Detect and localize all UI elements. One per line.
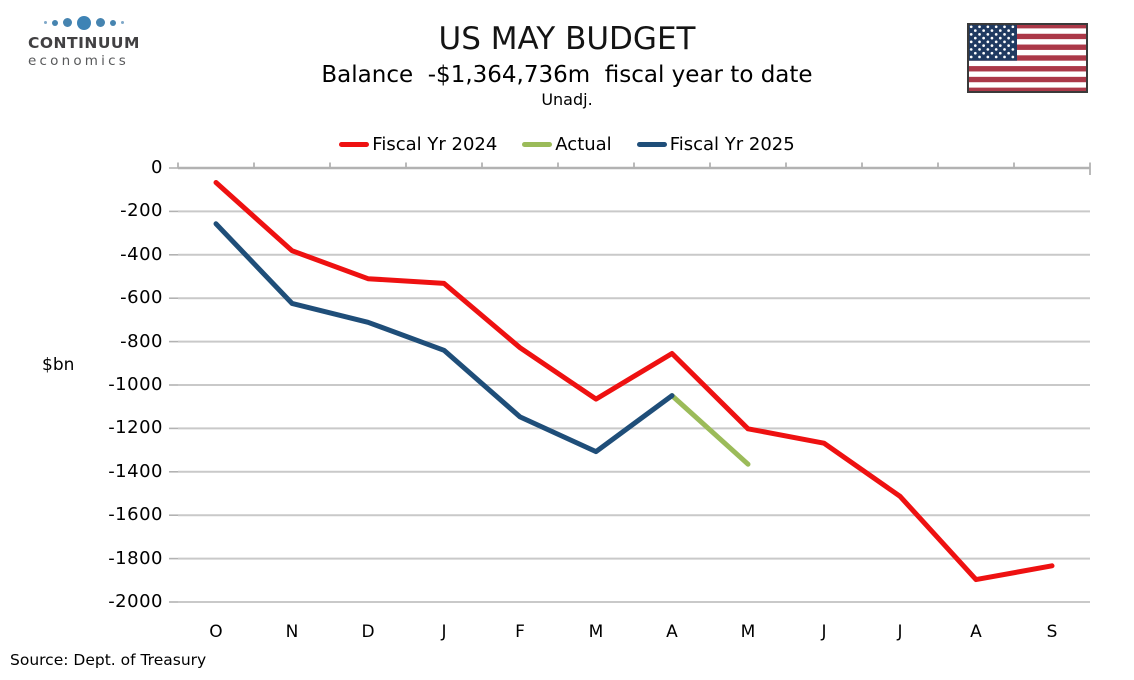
legend-label: Fiscal Yr 2024 bbox=[372, 133, 498, 155]
y-tick-label: -2000 bbox=[108, 591, 163, 612]
x-tick-label: N bbox=[285, 622, 299, 642]
x-tick-label: J bbox=[821, 622, 827, 642]
logo-subtitle: economics bbox=[28, 53, 129, 69]
logo-wordmark: CONTINUUM bbox=[28, 34, 140, 52]
series-line-actual bbox=[669, 393, 751, 467]
y-tick-label: -200 bbox=[120, 200, 163, 222]
legend-swatch-icon bbox=[339, 141, 370, 147]
chart-header: US MAY BUDGET Balance -$1,364,736m fisca… bbox=[0, 21, 1134, 110]
legend-item: Fiscal Yr 2025 bbox=[636, 133, 795, 155]
plot-area bbox=[166, 162, 1096, 614]
y-tick-label: -1800 bbox=[108, 547, 163, 569]
legend-item: Actual bbox=[522, 133, 612, 155]
x-tick-label: A bbox=[970, 622, 982, 642]
series-line-fiscal-yr-2025 bbox=[213, 221, 675, 455]
x-tick-label: O bbox=[209, 622, 223, 642]
adjustment-note: Unadj. bbox=[541, 90, 593, 110]
y-tick-label: -800 bbox=[120, 330, 163, 352]
legend-label: Fiscal Yr 2025 bbox=[669, 133, 795, 155]
y-tick-label: 0 bbox=[151, 157, 163, 178]
logo-dots-icon bbox=[28, 14, 140, 31]
x-tick-label: M bbox=[588, 622, 604, 642]
y-tick-label: -400 bbox=[120, 243, 163, 265]
x-tick-label: A bbox=[666, 622, 678, 642]
legend-label: Actual bbox=[555, 133, 612, 155]
x-tick-label: J bbox=[897, 622, 903, 642]
y-axis-unit-label: $bn bbox=[42, 355, 75, 375]
continuum-economics-logo: CONTINUUM economics bbox=[28, 14, 140, 69]
y-tick-label: -1400 bbox=[108, 460, 163, 482]
legend-item: Fiscal Yr 2024 bbox=[339, 134, 497, 155]
chart-subtitle: Balance -$1,364,736m fiscal year to date bbox=[321, 61, 813, 88]
y-tick-label: -1600 bbox=[108, 504, 163, 526]
source-note: Source: Dept. of Treasury bbox=[10, 651, 207, 669]
y-tick-label: -1000 bbox=[108, 374, 163, 395]
legend-swatch-icon bbox=[522, 141, 553, 147]
chart-title: US MAY BUDGET bbox=[438, 21, 696, 57]
x-tick-label: D bbox=[361, 622, 375, 642]
legend-swatch-icon bbox=[636, 141, 667, 147]
x-tick-label: M bbox=[740, 622, 756, 642]
us-flag-svg bbox=[967, 23, 1088, 94]
y-tick-label: -1200 bbox=[108, 417, 163, 439]
y-tick-label: -600 bbox=[120, 287, 163, 309]
x-tick-label: J bbox=[441, 622, 447, 642]
x-tick-label: F bbox=[515, 622, 525, 642]
chart-canvas bbox=[169, 162, 1091, 603]
x-tick-label: S bbox=[1046, 622, 1058, 642]
us-flag-icon bbox=[967, 23, 1088, 94]
chart-legend: Fiscal Yr 2024 Actual Fiscal Yr 2025 bbox=[0, 131, 1134, 157]
series-line-fiscal-yr-2024 bbox=[213, 180, 1055, 583]
